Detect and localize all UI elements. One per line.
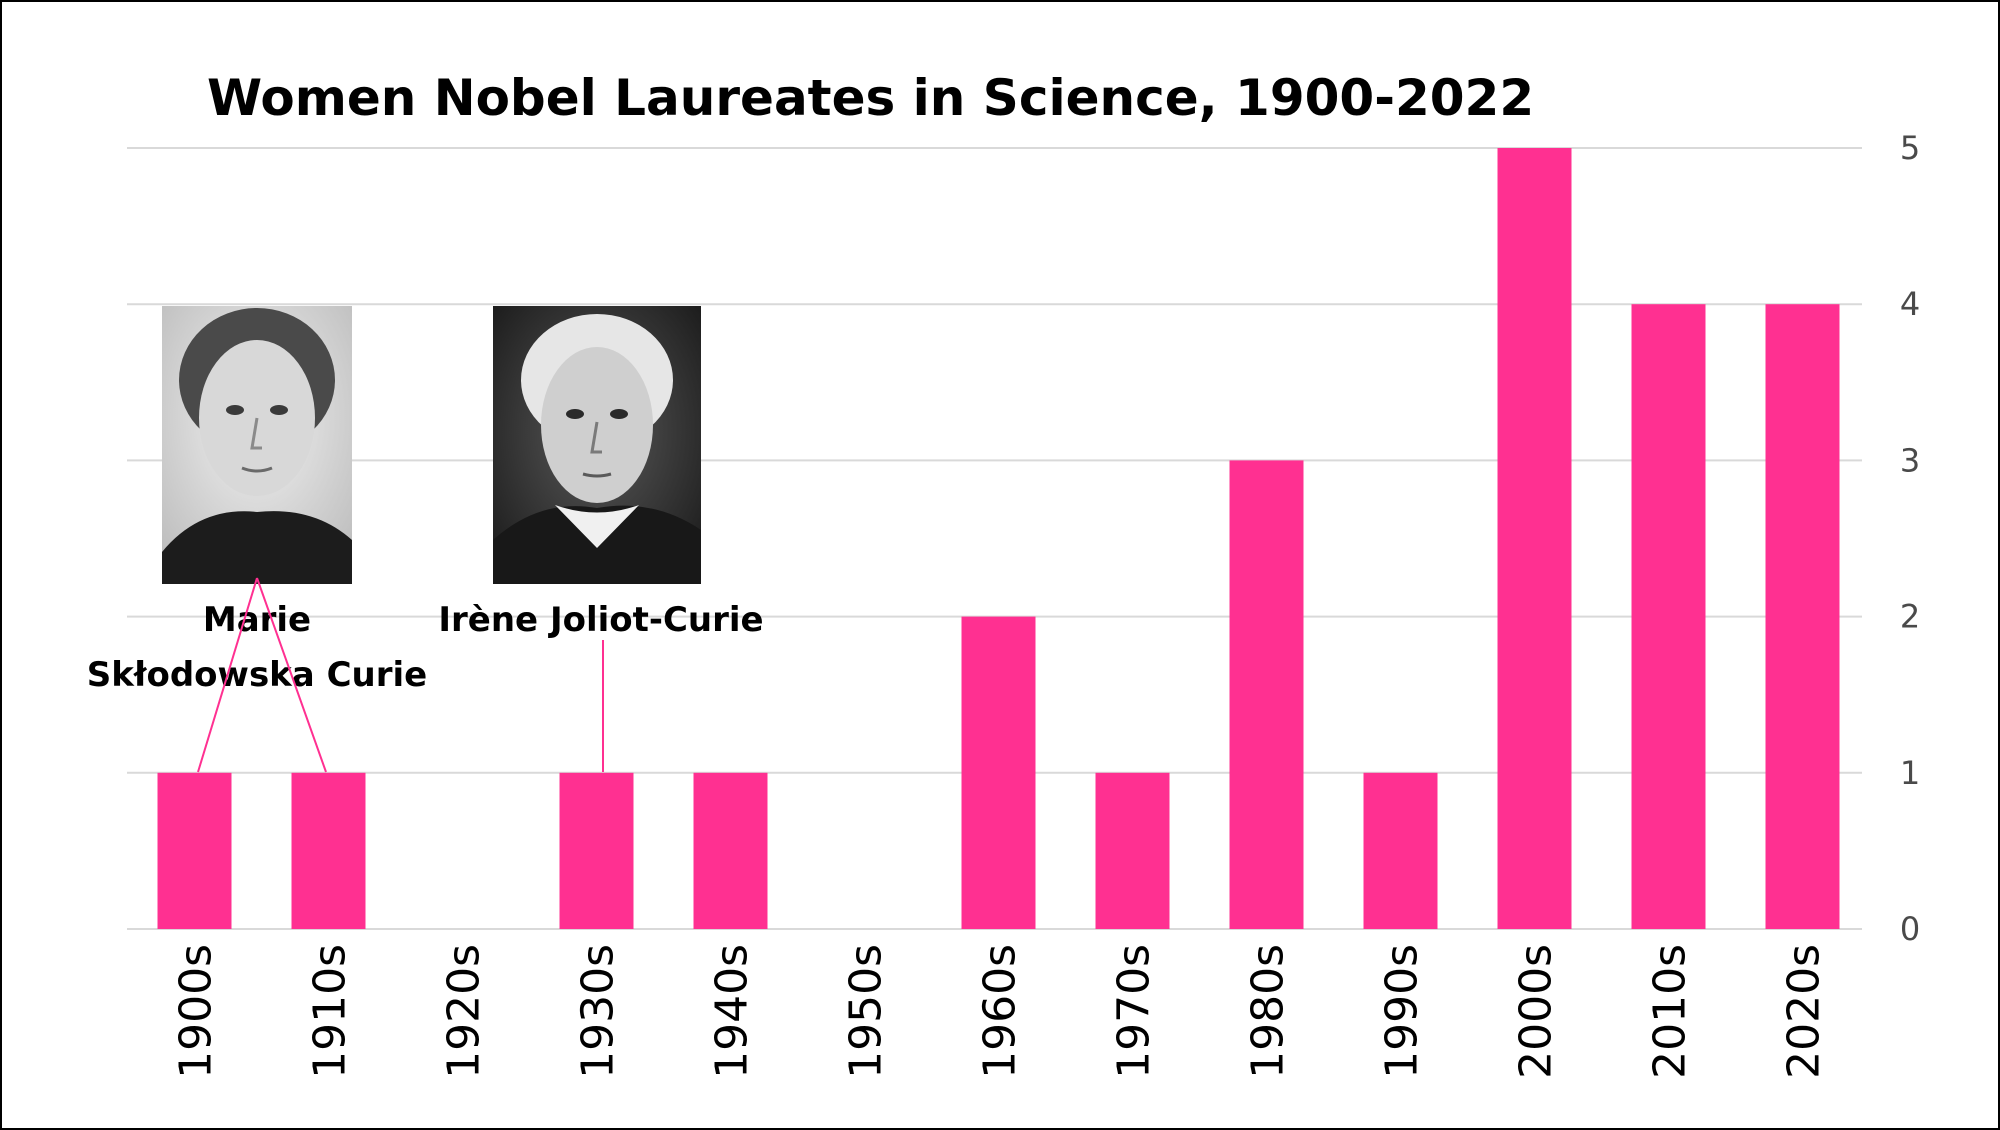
x-tick-label-1940s: 1940s — [707, 944, 758, 1079]
x-tick-label-1960s: 1960s — [975, 944, 1026, 1079]
bar-1980s — [1229, 460, 1304, 929]
x-tick-label-2000s: 2000s — [1511, 944, 1562, 1079]
y-tick-label-3: 3 — [1900, 441, 1920, 479]
x-tick-label-1990s: 1990s — [1377, 944, 1428, 1079]
annotation-label-marie-line2: Skłodowska Curie — [87, 655, 427, 695]
bar-2020s — [1765, 304, 1840, 929]
x-tick-label-2010s: 2010s — [1645, 944, 1696, 1079]
x-axis-ticks: 1900s 1910s 1920s 1930s 1940s 1950s 1960s 1970s… — [171, 944, 1830, 1079]
bar-1900s — [157, 772, 232, 929]
y-tick-label-0: 0 — [1900, 910, 1920, 948]
bar-2010s — [1631, 304, 1706, 929]
annotation-irene-joliot-curie: Irène Joliot-Curie — [438, 306, 764, 772]
bar-1940s — [693, 772, 768, 929]
bar-1960s — [961, 616, 1036, 929]
chart-title: Women Nobel Laureates in Science, 1900-2… — [207, 69, 1534, 127]
bar-1970s — [1095, 772, 1170, 929]
annotation-label-irene: Irène Joliot-Curie — [438, 600, 763, 640]
y-tick-label-2: 2 — [1900, 598, 1920, 636]
y-axis-ticks: 0 1 2 3 4 5 — [1900, 129, 1920, 948]
annotation-label-marie-line1: Marie — [203, 600, 311, 640]
portrait-irene-joliot-curie — [493, 306, 701, 584]
x-tick-label-1930s: 1930s — [573, 944, 624, 1079]
x-tick-label-1920s: 1920s — [439, 944, 490, 1079]
bar-1990s — [1363, 772, 1438, 929]
gridlines — [127, 147, 1862, 930]
y-tick-label-1: 1 — [1900, 754, 1920, 792]
annotation-marie-curie: Marie Skłodowska Curie — [87, 306, 427, 773]
x-tick-label-1910s: 1910s — [305, 944, 356, 1079]
bar-1930s — [559, 772, 634, 929]
leader-line-marie-1900s — [197, 577, 258, 773]
bar-1910s — [291, 772, 366, 929]
bars — [157, 148, 1840, 929]
x-tick-label-1950s: 1950s — [841, 944, 892, 1079]
x-tick-label-1980s: 1980s — [1243, 944, 1294, 1079]
y-tick-label-4: 4 — [1900, 285, 1920, 323]
bar-2000s — [1497, 148, 1572, 929]
x-tick-label-1900s: 1900s — [171, 944, 222, 1079]
x-tick-label-1970s: 1970s — [1109, 944, 1160, 1079]
portrait-marie-curie — [162, 306, 352, 584]
leader-line-marie-1910s — [256, 577, 327, 773]
y-tick-label-5: 5 — [1900, 129, 1920, 167]
x-tick-label-2020s: 2020s — [1779, 944, 1830, 1079]
